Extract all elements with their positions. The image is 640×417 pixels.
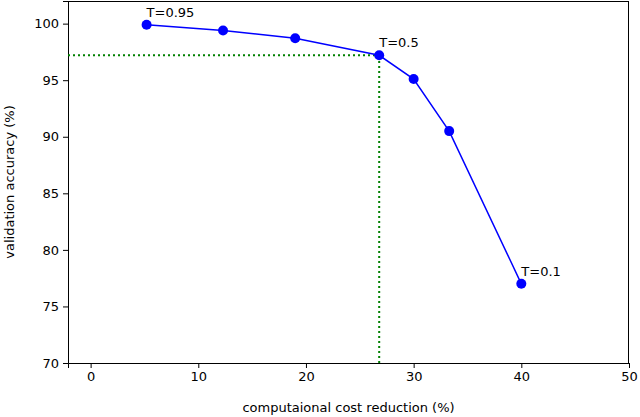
tick-label: 70 xyxy=(42,356,59,371)
tick-label: 30 xyxy=(406,369,423,384)
tick-mark xyxy=(63,363,68,364)
tick: 95 xyxy=(42,73,68,88)
point-label: T=0.1 xyxy=(520,264,561,279)
tick-label: 40 xyxy=(514,369,531,384)
axis-line xyxy=(63,2,69,364)
tick: 30 xyxy=(406,363,423,384)
tick-mark xyxy=(63,193,68,194)
tick: 90 xyxy=(42,129,68,144)
guide-line xyxy=(378,55,380,363)
tick-mark xyxy=(63,306,68,307)
line xyxy=(147,25,522,284)
point xyxy=(444,126,454,136)
tick-label: 0 xyxy=(87,369,95,384)
tick: 70 xyxy=(42,356,68,371)
x-axis: 0 10 20 30 40 50 xyxy=(69,363,638,384)
point-label: T=0.5 xyxy=(378,35,419,50)
tick-label: 85 xyxy=(42,186,59,201)
tick: 0 xyxy=(87,363,95,384)
tick: 80 xyxy=(42,243,68,258)
axis-line xyxy=(69,364,630,369)
tick: 40 xyxy=(514,363,531,384)
point-label: T=0.95 xyxy=(146,5,195,20)
point xyxy=(374,50,384,60)
tick-label: 95 xyxy=(42,73,59,88)
frame xyxy=(68,1,629,2)
tick-mark xyxy=(521,363,522,368)
tick-label: 50 xyxy=(621,369,638,384)
x-axis-title: computaional cost reduction (%) xyxy=(242,400,454,415)
tick-label: 75 xyxy=(42,299,59,314)
tick-mark xyxy=(91,363,92,368)
tick-mark xyxy=(198,363,199,368)
tick-mark xyxy=(629,363,630,368)
tick-label: 80 xyxy=(42,243,59,258)
plot-area: 0 10 20 30 40 50 70 75 80 85 90 95 100 T=0.95 T=0.5 T=0… xyxy=(34,1,638,384)
tick-label: 20 xyxy=(298,369,315,384)
frame xyxy=(628,1,629,363)
tick: 50 xyxy=(621,363,638,384)
point xyxy=(409,74,419,84)
tick-label: 10 xyxy=(191,369,208,384)
point xyxy=(516,279,526,289)
tick-mark xyxy=(63,250,68,251)
tick: 75 xyxy=(42,299,68,314)
tick-label: 100 xyxy=(34,16,59,31)
chart: 0 10 20 30 40 50 70 75 80 85 90 95 100 T=0.95 T=0.5 T=0… xyxy=(0,0,640,417)
data-layer xyxy=(68,20,526,363)
tick: 100 xyxy=(34,16,68,31)
point xyxy=(142,20,152,30)
guide-line xyxy=(68,54,379,56)
tick: 10 xyxy=(191,363,208,384)
tick-mark xyxy=(63,80,68,81)
tick-mark xyxy=(414,363,415,368)
tick: 20 xyxy=(298,363,315,384)
tick-label: 90 xyxy=(42,129,59,144)
y-axis-title: validation accuracy (%) xyxy=(2,105,17,258)
tick: 85 xyxy=(42,186,68,201)
tick-mark xyxy=(63,137,68,138)
point xyxy=(218,25,228,35)
tick-mark xyxy=(63,24,68,25)
tick-mark xyxy=(306,363,307,368)
point xyxy=(290,33,300,43)
y-axis: 70 75 80 85 90 95 100 xyxy=(34,2,68,371)
